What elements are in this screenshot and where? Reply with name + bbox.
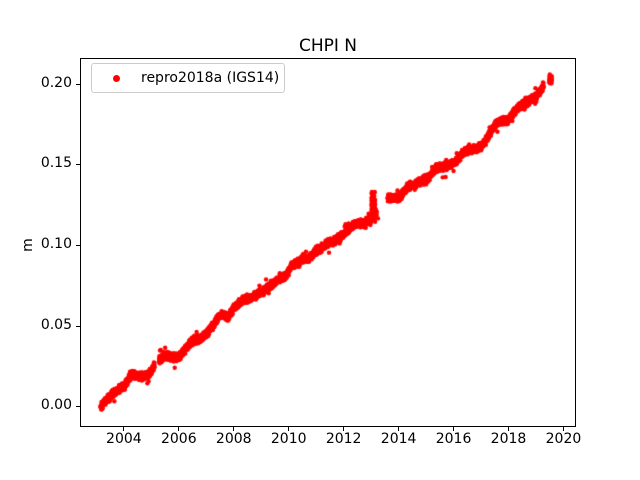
y-tick-label: 0.15 [40, 155, 72, 172]
x-tick-mark [453, 427, 455, 431]
x-tick-label: 2008 [215, 431, 252, 447]
chart-title: CHPI N [298, 36, 358, 56]
x-tick-label: 2010 [270, 431, 307, 447]
x-tick-label: 2012 [325, 431, 362, 447]
y-tick-label: 0.05 [40, 316, 72, 333]
x-tick-label: 2006 [160, 431, 197, 447]
x-tick-label: 2020 [545, 431, 582, 447]
y-tick-mark [76, 406, 80, 408]
scatter-canvas [81, 59, 575, 426]
x-tick-mark [288, 427, 290, 431]
x-tick-label: 2014 [380, 431, 417, 447]
x-tick-label: 2018 [490, 431, 527, 447]
x-tick-mark [233, 427, 235, 431]
legend-marker-dot-icon [113, 74, 120, 82]
y-tick-label: 0.20 [40, 74, 72, 91]
x-tick-mark [562, 427, 564, 431]
x-tick-mark [398, 427, 400, 431]
y-tick-mark [76, 83, 80, 85]
x-tick-mark [178, 427, 180, 431]
y-tick-mark [76, 244, 80, 246]
x-tick-label: 2004 [106, 431, 142, 447]
y-tick-label: 0.10 [40, 235, 72, 252]
x-tick-label: 2016 [435, 431, 472, 447]
legend-entry-label: repro2018a (IGS14) [141, 70, 280, 86]
x-tick-mark [508, 427, 509, 431]
legend-box: repro2018a (IGS14) [91, 63, 285, 93]
y-tick-mark [76, 164, 80, 166]
x-tick-mark [343, 427, 345, 431]
x-tick-mark [123, 427, 125, 431]
y-tick-mark [76, 325, 80, 327]
y-tick-label: 0.00 [40, 397, 72, 414]
